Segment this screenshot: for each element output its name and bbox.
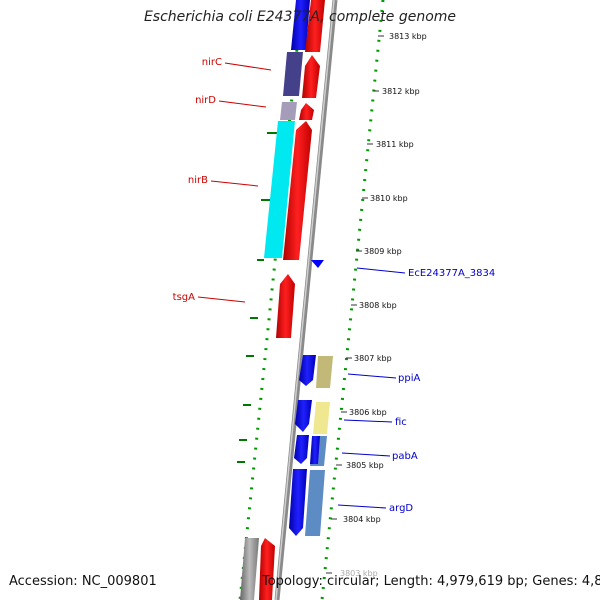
callout-fic xyxy=(343,419,393,423)
cog-block-top xyxy=(291,0,310,50)
gene-arrow-nirC xyxy=(302,55,320,98)
callout-nirB xyxy=(210,180,259,187)
tick-label: 3803 kbp xyxy=(340,569,378,578)
tick-label: 3805 kbp xyxy=(346,461,384,470)
gene-arrow-top xyxy=(305,0,325,52)
tick-label: 3808 kbp xyxy=(359,301,397,310)
tick-label: 3813 kbp xyxy=(389,32,427,41)
callout-ppiA xyxy=(347,373,397,379)
gene-label-fic: fic xyxy=(395,417,407,428)
map-title: Escherichia coli E24377A, complete genom… xyxy=(143,9,457,25)
gene-label-EcE24377A_3834: EcE24377A_3834 xyxy=(408,268,495,279)
gc-dashes xyxy=(237,132,277,463)
cog-block-ppiA xyxy=(316,356,333,388)
gene-label-nirB: nirB xyxy=(188,175,208,186)
gene-label-argD: argD xyxy=(389,503,413,514)
gene-arrow-bottom-grey xyxy=(240,538,259,600)
callout-tsgA xyxy=(197,296,246,303)
gene-label-nirD: nirD xyxy=(195,95,216,106)
tick-label: 3810 kbp xyxy=(370,194,408,203)
topology-label: Topology: circular; Length: 4,979,619 bp… xyxy=(262,574,600,589)
cog-block-fic xyxy=(313,402,330,434)
gene-arrow-nirD xyxy=(299,103,314,120)
tick-labels: 3813 kbp 3812 kbp 3811 kbp 3810 kbp 3809… xyxy=(340,32,427,578)
gene-label-nirC: nirC xyxy=(202,57,222,68)
cog-block-nirC xyxy=(283,52,303,96)
callout-nirC xyxy=(224,62,272,71)
tick-label: 3812 kbp xyxy=(382,87,420,96)
tick-marks xyxy=(326,35,384,574)
tick-label: 3811 kbp xyxy=(376,140,414,149)
callout-EcE24377A_3834 xyxy=(356,267,406,274)
gene-arrow-nirB xyxy=(283,121,312,260)
gene-label-pabA: pabA xyxy=(392,451,418,462)
accession-label: Accession: NC_009801 xyxy=(9,574,157,589)
outer-boundary-line-left xyxy=(238,0,304,600)
gene-arrow-fic xyxy=(295,400,312,432)
callout-nirD xyxy=(218,100,267,108)
tick-label: 3804 kbp xyxy=(343,515,381,524)
gene-arrow-pabA-2 xyxy=(310,436,320,464)
gene-arrow-bottom-red xyxy=(259,538,275,600)
cog-block-nirB xyxy=(264,121,295,258)
gene-arrow-tsgA xyxy=(276,274,295,338)
tick-label: 3807 kbp xyxy=(354,354,392,363)
outer-boundary-line-right xyxy=(320,0,385,600)
callout-argD xyxy=(337,504,387,509)
callout-pabA xyxy=(341,452,391,457)
genome-backbone xyxy=(274,0,338,600)
cog-block-nirD xyxy=(280,102,297,120)
gene-arrow-EcE24377A_3834 xyxy=(311,260,324,268)
gene-label-tsgA: tsgA xyxy=(173,292,195,303)
tick-label: 3806 kbp xyxy=(349,408,387,417)
gene-arrow-pabA xyxy=(294,435,309,464)
gene-arrow-ppiA xyxy=(299,355,316,386)
gene-arrow-argD xyxy=(289,469,307,536)
gene-label-ppiA: ppiA xyxy=(398,373,420,384)
cog-block-argD xyxy=(305,470,325,536)
tick-label: 3809 kbp xyxy=(364,247,402,256)
genome-backbone-highlight xyxy=(275,0,335,600)
